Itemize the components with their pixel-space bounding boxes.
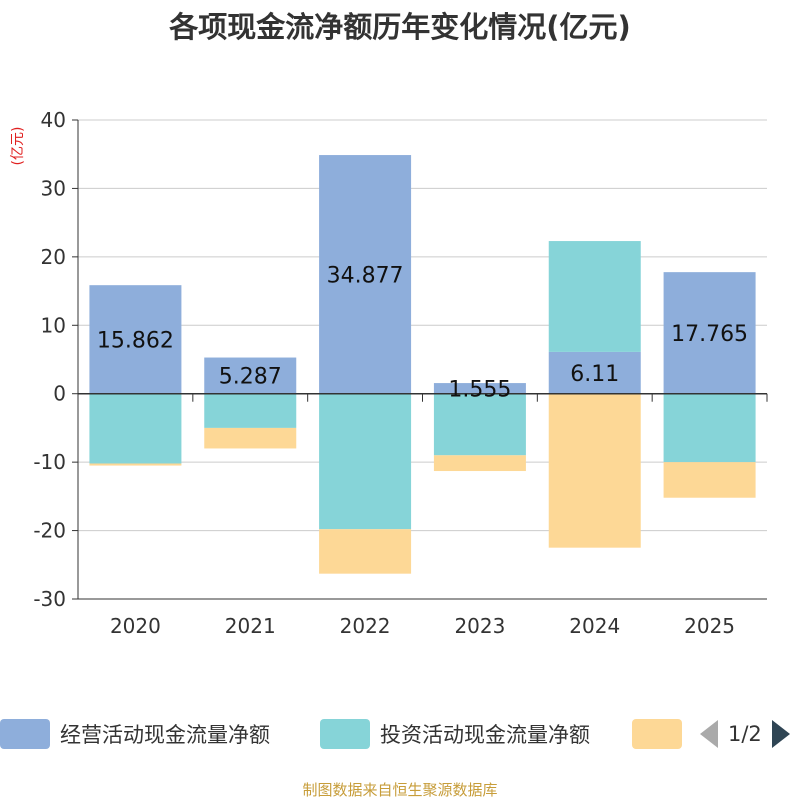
y-tick-label: -20 (33, 519, 66, 543)
bar-1-2025 (663, 393, 756, 463)
x-tick-label: 2024 (569, 614, 620, 638)
legend-pager: 1/2 (700, 714, 790, 754)
data-label: 1.555 (448, 377, 511, 402)
legend-swatch-operating (0, 719, 50, 749)
bar-0-2021 (204, 357, 297, 394)
y-axis-unit-label: (亿元) (10, 127, 26, 166)
legend-next-page-icon[interactable] (771, 720, 790, 748)
legend-swatch-investing (320, 719, 370, 749)
bar-2-2020 (89, 463, 182, 466)
data-label: 6.11 (570, 362, 619, 387)
chart-plot: 40 30 20 10 0 -10 -20 -30 2020 2021 2022 2023 2024 20… (10, 108, 768, 638)
bar-0-2023 (433, 383, 526, 394)
chart-title: 各项现金流净额历年变化情况(亿元) (169, 10, 631, 44)
bar-2-2024 (548, 393, 641, 548)
x-tick-label: 2023 (454, 614, 505, 638)
bar-0-2020 (89, 285, 182, 394)
bar-2-2021 (204, 427, 297, 449)
legend-page-indicator: 1/2 (728, 722, 762, 746)
legend: 经营活动现金流量净额 投资活动现金流量净额 1/2 (0, 714, 800, 754)
axes: 40 30 20 10 0 -10 -20 -30 2020 2021 2022 2023 2024 20… (33, 108, 768, 638)
bar-1-2020 (89, 393, 182, 464)
bar-2-2023 (433, 455, 526, 472)
x-tick-label: 2025 (684, 614, 735, 638)
bar-2-2022 (319, 529, 412, 574)
legend-swatch-financing (632, 719, 682, 749)
legend-item-operating[interactable]: 经营活动现金流量净额 (0, 714, 270, 754)
x-tick-label: 2020 (110, 614, 161, 638)
y-tick-label: 10 (41, 313, 66, 337)
bar-1-2023 (433, 393, 526, 456)
legend-prev-page-icon[interactable] (700, 720, 718, 748)
legend-label-operating: 经营活动现金流量净额 (60, 723, 270, 747)
source-note: 制图数据来自恒生聚源数据库 (302, 781, 498, 799)
data-labels: 15.862 5.287 34.877 1.555 6.11 17.765 (97, 263, 748, 402)
data-label: 5.287 (219, 365, 282, 390)
y-tick-label: 0 (53, 382, 66, 406)
bar-1-2024 (548, 241, 641, 352)
bar-0-2022 (319, 155, 412, 394)
bar-0-2024 (548, 351, 641, 394)
data-label: 17.765 (671, 322, 748, 347)
legend-label-investing: 投资活动现金流量净额 (380, 723, 590, 747)
data-label: 15.862 (97, 328, 174, 353)
legend-item-investing[interactable]: 投资活动现金流量净额 (320, 714, 590, 754)
bar-0-2025 (663, 272, 756, 394)
y-tick-label: 40 (41, 108, 66, 132)
y-tick-label: -10 (33, 450, 66, 474)
bar-1-2022 (319, 393, 412, 530)
y-tick-label: 30 (41, 176, 66, 200)
bar-1-2021 (204, 393, 297, 428)
bars (89, 155, 756, 574)
y-tick-label: -30 (33, 587, 66, 611)
bar-2-2025 (663, 462, 756, 498)
y-tick-label: 20 (41, 245, 66, 269)
x-tick-label: 2022 (340, 614, 391, 638)
legend-item-financing[interactable] (632, 714, 682, 754)
x-tick-label: 2021 (225, 614, 276, 638)
data-label: 34.877 (327, 263, 404, 288)
